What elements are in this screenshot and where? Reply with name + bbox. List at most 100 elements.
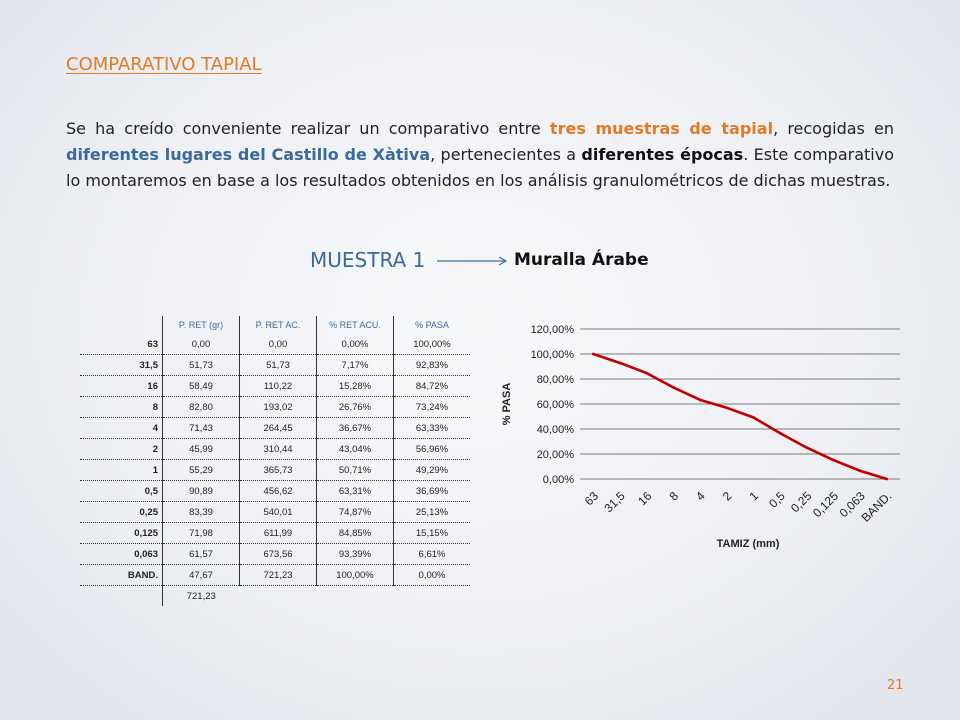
table-cell-empty xyxy=(317,586,394,607)
data-point xyxy=(858,469,862,473)
table-cell: 100,00% xyxy=(393,334,470,355)
table-row: 0,25 83,39 540,01 74,87% 25,13% xyxy=(80,501,470,523)
data-point xyxy=(831,458,835,462)
sieve-size-cell: 0,125 xyxy=(80,522,163,544)
x-tick-label: 4 xyxy=(693,489,708,504)
table-header: % RET ACU. xyxy=(316,316,394,334)
data-point xyxy=(591,352,595,356)
series-line xyxy=(592,352,888,481)
sample-label: MUESTRA 1 xyxy=(310,248,426,272)
intro-paragraph: Se ha creído conveniente realizar un com… xyxy=(66,116,894,194)
table-cell: 310,44 xyxy=(239,438,317,460)
y-tick-label: 40,00% xyxy=(537,424,575,436)
table-cell-empty xyxy=(394,586,471,607)
para-text-3: , pertenecientes a xyxy=(430,145,582,164)
x-tick-label: 31,5 xyxy=(601,489,628,516)
table-cell: 15,15% xyxy=(393,522,470,544)
para-highlight-samples: tres muestras de tapial xyxy=(549,119,774,138)
table-cell: 92,83% xyxy=(393,354,470,376)
data-point xyxy=(725,406,729,410)
table-cell: 193,02 xyxy=(239,396,317,418)
y-axis-title: % PASA xyxy=(501,383,513,426)
y-tick-label: 20,00% xyxy=(537,449,575,461)
table-cell: 58,49 xyxy=(162,375,240,397)
table-cell: 0,00 xyxy=(162,334,240,355)
para-text-1: Se ha creído conveniente realizar un com… xyxy=(66,119,550,138)
table-cell: 84,72% xyxy=(393,375,470,397)
chart-svg: 0,00%20,00%40,00%60,00%80,00%100,00%120,… xyxy=(501,324,900,550)
table-cell: 49,29% xyxy=(393,459,470,481)
x-tick-label: 2 xyxy=(720,489,735,504)
data-point xyxy=(751,415,755,419)
table-row: 8 82,80 193,02 26,76% 73,24% xyxy=(80,396,470,418)
para-highlight-epochs: diferentes épocas xyxy=(581,145,744,164)
x-tick-label: 8 xyxy=(666,489,681,504)
sample-description: Muralla Árabe xyxy=(514,250,649,270)
sieve-size-cell: 0,063 xyxy=(80,543,163,565)
table-cell: 74,87% xyxy=(316,501,394,523)
table-cell: 51,73 xyxy=(162,354,240,376)
table-row: BAND. 47,67 721,23 100,00% 0,00% xyxy=(80,564,470,586)
table-cell: 264,45 xyxy=(239,417,317,439)
y-tick-label: 80,00% xyxy=(537,374,575,386)
table-cell: 61,57 xyxy=(162,543,240,565)
table-cell: 56,96% xyxy=(393,438,470,460)
table-cell: 100,00% xyxy=(316,564,394,586)
table-cell: 63,31% xyxy=(316,480,394,502)
table-header: P. RET AC. xyxy=(239,316,317,334)
sieve-size-cell: 63 xyxy=(80,334,163,355)
x-tick-label: 0,5 xyxy=(766,489,788,511)
sieve-size-cell: 1 xyxy=(80,459,163,481)
x-tick-label: 0,125 xyxy=(810,489,841,520)
table-cell: 673,56 xyxy=(239,543,317,565)
table-cell: 43,04% xyxy=(316,438,394,460)
slide-title: COMPARATIVO TAPIAL xyxy=(66,54,262,75)
table-cell: 6,61% xyxy=(393,543,470,565)
data-point xyxy=(618,361,622,365)
sieve-size-cell: BAND. xyxy=(80,564,163,586)
table-cell: 611,99 xyxy=(239,522,317,544)
sieve-size-cell: 16 xyxy=(80,375,163,397)
table-cell: 721,23 xyxy=(239,564,317,586)
x-tick-label: 1 xyxy=(746,489,761,504)
table-row: 63 0,00 0,00 0,00% 100,00% xyxy=(80,334,470,355)
table-cell: 55,29 xyxy=(162,459,240,481)
table-header-empty xyxy=(80,316,163,334)
table-cell: 84,85% xyxy=(316,522,394,544)
sieve-size-cell: 31,5 xyxy=(80,354,163,376)
table-cell: 0,00 xyxy=(239,334,317,355)
table-cell-empty xyxy=(240,586,317,607)
table-header-row: P. RET (gr) P. RET AC. % RET ACU. % PASA xyxy=(80,316,470,334)
data-point xyxy=(671,386,675,389)
data-point xyxy=(805,446,809,449)
table-row: 4 71,43 264,45 36,67% 63,33% xyxy=(80,417,470,439)
table-cell: 90,89 xyxy=(162,480,240,502)
table-cell: 25,13% xyxy=(393,501,470,523)
table-cell: 82,80 xyxy=(162,396,240,418)
table-cell: 50,71% xyxy=(316,459,394,481)
granulometry-table: P. RET (gr) P. RET AC. % RET ACU. % PASA… xyxy=(80,316,470,606)
data-point xyxy=(698,398,702,402)
table-cell: 456,62 xyxy=(239,480,317,502)
table-total-row: 721,23 xyxy=(80,585,471,607)
table-row: 2 45,99 310,44 43,04% 56,96% xyxy=(80,438,470,460)
table-cell: 36,67% xyxy=(316,417,394,439)
arrow-right-icon xyxy=(437,256,508,266)
passing-percent-chart: 0,00% 20,00% 40,00% 60,00% 80,00% 100,00% 120,… xyxy=(492,312,912,562)
page-number: 21 xyxy=(887,678,904,693)
data-point xyxy=(778,431,782,435)
table-cell: 73,24% xyxy=(393,396,470,418)
table-cell: 36,69% xyxy=(393,480,470,502)
table-cell: 26,76% xyxy=(316,396,394,418)
table-cell: 71,98 xyxy=(162,522,240,544)
y-tick-label: 0,00% xyxy=(543,474,574,486)
table-cell: 45,99 xyxy=(162,438,240,460)
table-header: % PASA xyxy=(393,316,470,334)
sieve-size-cell: 8 xyxy=(80,396,163,418)
table-cell: 0,00% xyxy=(316,334,394,355)
table-cell: 0,00% xyxy=(393,564,470,586)
table-row: 0,125 71,98 611,99 84,85% 15,15% xyxy=(80,522,470,544)
table-row: 0,063 61,57 673,56 93,39% 6,61% xyxy=(80,543,470,565)
table-cell: 365,73 xyxy=(239,459,317,481)
table-cell: 7,17% xyxy=(316,354,394,376)
